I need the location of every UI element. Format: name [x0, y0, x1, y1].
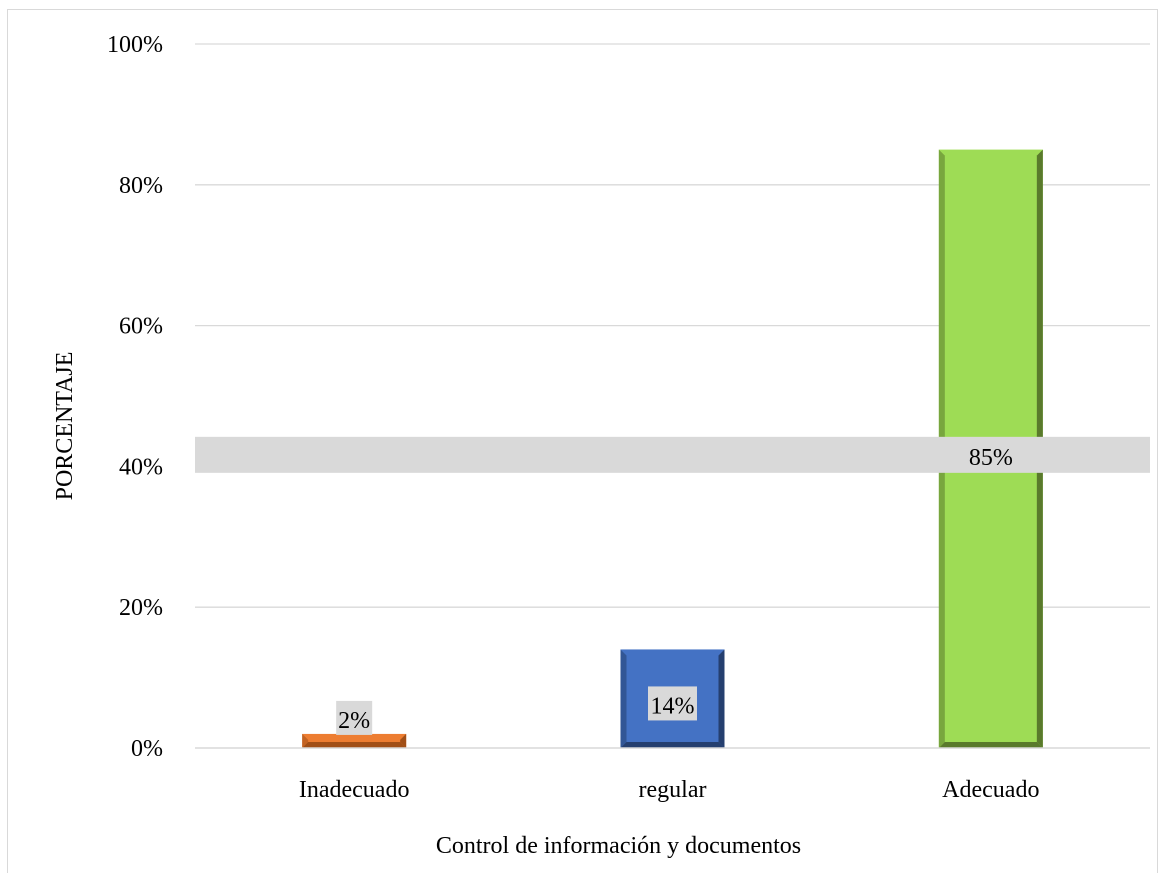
chart-frame	[7, 9, 1158, 873]
y-tick-label: 100%	[107, 32, 163, 58]
y-axis-ticks: 0% 20% 40% 60% 80% 100%	[107, 32, 163, 762]
y-axis-title: PORCENTAJE	[52, 352, 78, 501]
data-label-band-bg	[195, 436, 1150, 473]
y-tick-label: 20%	[119, 595, 163, 621]
y-tick-label: 80%	[119, 173, 163, 199]
bar-bevel-left	[302, 733, 309, 748]
data-label-band: 2% 14% 85%	[195, 436, 1150, 735]
bar-bevel-right	[718, 649, 725, 748]
y-tick-label: 0%	[131, 736, 163, 762]
x-category-label: Inadecuado	[299, 777, 410, 803]
bar-bevel-right	[400, 733, 407, 748]
data-label: 85%	[969, 445, 1013, 471]
data-label: 14%	[651, 693, 695, 719]
bar-bevel-bottom	[302, 742, 407, 748]
bar-bevel-left	[620, 649, 627, 748]
x-axis-title: Control de información y documentos	[436, 833, 801, 859]
x-axis-categories: Inadecuado regular Adecuado	[299, 777, 1040, 803]
x-category-label: Adecuado	[942, 777, 1039, 803]
y-tick-label: 40%	[119, 454, 163, 480]
data-label-bg	[648, 686, 697, 721]
x-category-label: regular	[639, 777, 707, 803]
bar-inadecuado	[302, 733, 407, 748]
y-tick-label: 60%	[119, 314, 163, 340]
data-label-bg	[336, 700, 373, 735]
bar-bevel-bottom	[620, 742, 725, 748]
bar-bevel-bottom	[938, 742, 1043, 748]
data-label: 2%	[338, 708, 370, 734]
